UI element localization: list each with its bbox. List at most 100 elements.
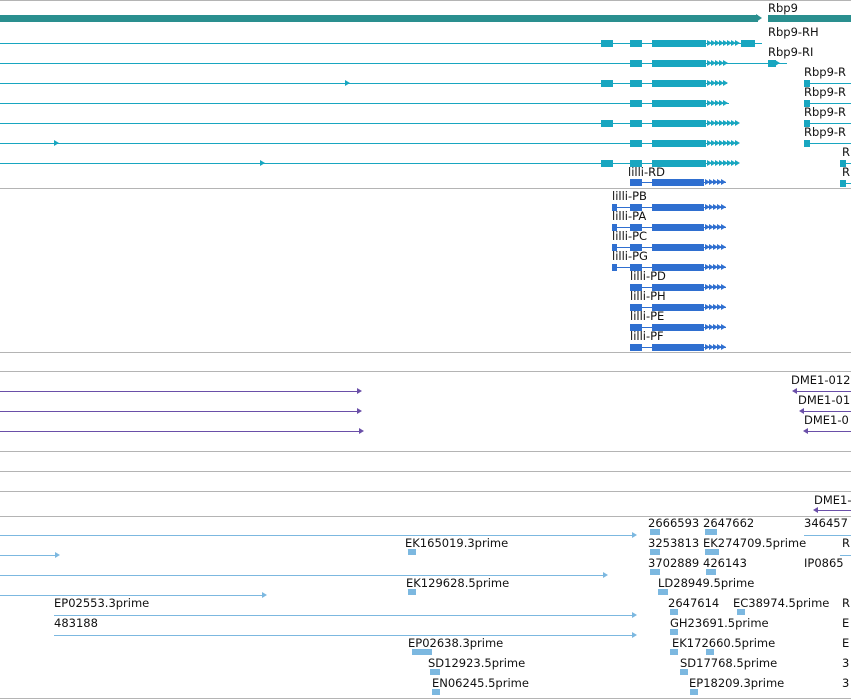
est-label[interactable]: 426143 — [703, 556, 747, 570]
utr-arrow — [723, 80, 728, 86]
exon — [652, 179, 704, 186]
utr-arrow — [717, 284, 722, 290]
est-label[interactable]: EP02553.3prime — [54, 596, 150, 610]
est-label[interactable]: E — [842, 636, 850, 650]
utr-arrow — [717, 324, 722, 330]
transcript-label-lilli[interactable]: lilli-PA — [612, 209, 647, 223]
transcript-label-lilli[interactable]: lilli-PF — [630, 329, 664, 343]
utr-arrow — [709, 324, 714, 330]
est-exon — [705, 549, 719, 555]
est-exon — [706, 569, 716, 575]
transcript-label-rbp9[interactable]: Rbp9-R — [804, 85, 847, 99]
est-label[interactable]: EK129628.5prime — [406, 576, 510, 590]
transcript-label-rbp9[interactable]: R — [842, 145, 850, 159]
utr-arrow — [719, 80, 724, 86]
est-exon — [650, 569, 660, 575]
strand-arrow — [357, 408, 362, 414]
est-label[interactable]: R — [842, 536, 850, 550]
utr-arrow — [709, 264, 714, 270]
utr-arrow — [717, 264, 722, 270]
utr-arrow — [707, 40, 712, 46]
est-exon — [408, 589, 416, 595]
exon — [612, 204, 617, 211]
transcript-label-rbp9[interactable]: Rbp9-R — [804, 125, 847, 139]
utr-arrow — [719, 140, 724, 146]
transcript-label-lilli[interactable]: lilli-PE — [630, 309, 665, 323]
est-label[interactable]: LD28949.5prime — [658, 576, 755, 590]
utr-arrow — [711, 100, 716, 106]
feature-label-dme[interactable]: DME1-0 — [804, 413, 849, 427]
transcript-label-rbp9[interactable]: Rbp9-RH — [768, 25, 819, 39]
transcript-label-lilli[interactable]: lilli-PB — [612, 189, 647, 203]
est-label[interactable]: EP18209.3prime — [689, 676, 785, 690]
est-label[interactable]: GH23691.5prime — [670, 616, 769, 630]
est-exon — [408, 549, 416, 555]
est-label[interactable]: IP0865 — [804, 556, 844, 570]
utr-arrow — [719, 160, 724, 166]
est-label[interactable]: E — [842, 616, 850, 630]
gene-label-rbp9[interactable]: Rbp9 — [768, 1, 798, 15]
exon — [652, 120, 706, 127]
exon — [612, 264, 617, 271]
utr-arrow — [727, 120, 732, 126]
est-label[interactable]: 3 — [842, 656, 850, 670]
strand-arrow — [632, 612, 637, 618]
est-label[interactable]: 3253813 — [648, 536, 700, 550]
exon — [652, 204, 704, 211]
est-label[interactable]: 2666593 — [648, 516, 700, 530]
utr-arrow — [713, 179, 718, 185]
est-label[interactable]: EK274709.5prime — [703, 536, 807, 550]
transcript-label-lilli[interactable]: lilli-PC — [612, 229, 648, 243]
transcript-label-lilli[interactable]: lilli-PD — [630, 269, 666, 283]
utr-arrow — [713, 264, 718, 270]
est-label[interactable]: 3702889 — [648, 556, 700, 570]
est-label[interactable]: 2647614 — [668, 596, 720, 610]
est-label[interactable]: R — [842, 596, 850, 610]
est-label[interactable]: 3 — [842, 676, 850, 690]
transcript-label-lilli-rd[interactable]: lilli-RD — [628, 165, 665, 179]
utr-arrow — [715, 80, 720, 86]
est-label[interactable]: EP02638.3prime — [408, 636, 504, 650]
transcript-label-lilli[interactable]: lilli-PG — [612, 249, 648, 263]
transcript-label-rbp9[interactable]: Rbp9-RI — [768, 45, 814, 59]
est-label[interactable]: EK165019.3prime — [405, 536, 509, 550]
gene-bar — [768, 15, 851, 22]
utr-arrow — [709, 344, 714, 350]
feature-label-dme[interactable]: DME1- — [814, 493, 851, 507]
transcript-label-rbp9[interactable]: R — [842, 165, 850, 179]
est-label[interactable]: SD17768.5prime — [680, 656, 778, 670]
est-label[interactable]: EN06245.5prime — [432, 676, 529, 690]
transcript-label-rbp9[interactable]: Rbp9-R — [804, 105, 847, 119]
est-label[interactable]: 2647662 — [703, 516, 755, 530]
utr-arrow — [709, 224, 714, 230]
utr-arrow — [723, 140, 728, 146]
est-label[interactable]: SD12923.5prime — [428, 656, 526, 670]
exon — [630, 304, 642, 311]
utr-arrow — [711, 160, 716, 166]
est-label[interactable]: EC38974.5prime — [733, 596, 830, 610]
feature-label-dme[interactable]: DME1-01 — [798, 393, 851, 407]
transcript-label-rbp9[interactable]: Rbp9-R — [804, 65, 847, 79]
utr-arrow — [705, 284, 710, 290]
est-label[interactable]: 346457 — [804, 516, 848, 530]
est-exon — [430, 669, 440, 675]
est-label[interactable]: 483188 — [54, 616, 98, 630]
utr-arrow — [735, 40, 740, 46]
est-label[interactable]: EK172660.5prime — [672, 636, 776, 650]
exon — [804, 100, 810, 107]
transcript-label-lilli[interactable]: lilli-PH — [630, 289, 666, 303]
utr-arrow — [705, 264, 710, 270]
utr-arrow — [709, 204, 714, 210]
utr-arrow — [717, 304, 722, 310]
exon — [652, 244, 704, 251]
exon — [804, 140, 810, 147]
utr-arrow — [711, 80, 716, 86]
utr-arrow — [721, 324, 726, 330]
feature-label-dme[interactable]: DME1-012 — [791, 373, 851, 387]
est-exon — [706, 649, 714, 655]
utr-arrow — [723, 120, 728, 126]
utr-arrow — [711, 40, 716, 46]
utr-arrow — [713, 244, 718, 250]
